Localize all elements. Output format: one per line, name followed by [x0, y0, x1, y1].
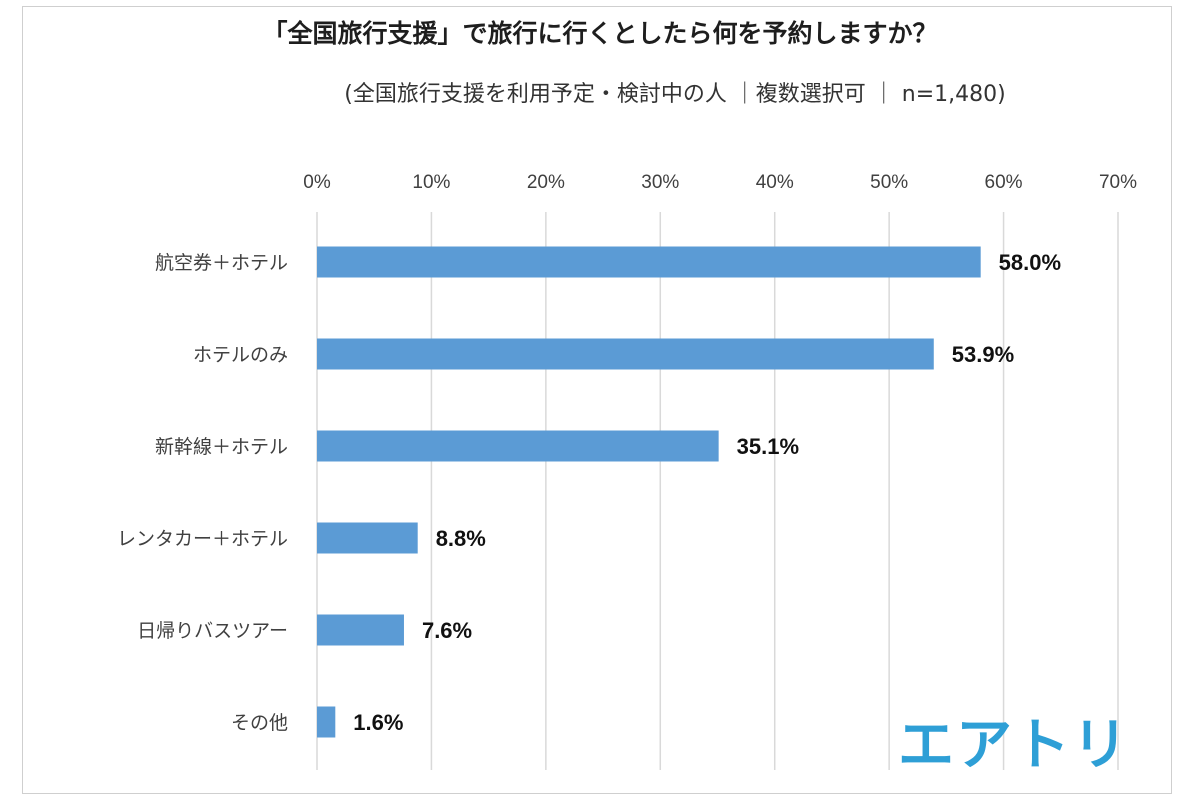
x-tick-label: 20% [527, 172, 565, 193]
x-tick-label: 70% [1099, 172, 1137, 193]
bar [317, 522, 418, 554]
bar [317, 614, 404, 646]
value-label: 7.6% [422, 618, 472, 643]
category-label: その他 [231, 712, 288, 734]
value-label: 35.1% [737, 434, 799, 459]
x-tick-label: 40% [756, 172, 794, 193]
chart-title: 「全国旅行支援」で旅行に行くとしたら何を予約しますか？ [262, 19, 938, 48]
value-label: 1.6% [353, 710, 403, 735]
bar [317, 430, 719, 462]
x-tick-label: 0% [303, 172, 331, 193]
bar [317, 338, 934, 370]
chart-frame [22, 6, 1172, 794]
value-label: 53.9% [952, 342, 1014, 367]
value-label: 58.0% [999, 250, 1061, 275]
x-tick-label: 30% [641, 172, 679, 193]
value-label: 8.8% [436, 526, 486, 551]
chart-subtitle: (全国旅行支援を利用予定・検討中の人 ｜複数選択可 ｜ n=1,480) [344, 82, 1006, 107]
category-label: 航空券＋ホテル [155, 252, 288, 274]
x-tick-label: 50% [870, 172, 908, 193]
category-label: 新幹線＋ホテル [155, 436, 288, 458]
bar [317, 706, 336, 738]
x-tick-label: 60% [985, 172, 1023, 193]
category-label: レンタカー＋ホテル [117, 528, 288, 550]
category-label: 日帰りバスツアー [137, 620, 288, 642]
x-tick-label: 10% [412, 172, 450, 193]
airtrip-logo: エアトリ [898, 713, 1130, 778]
category-label: ホテルのみ [193, 344, 288, 366]
bar [317, 246, 981, 278]
